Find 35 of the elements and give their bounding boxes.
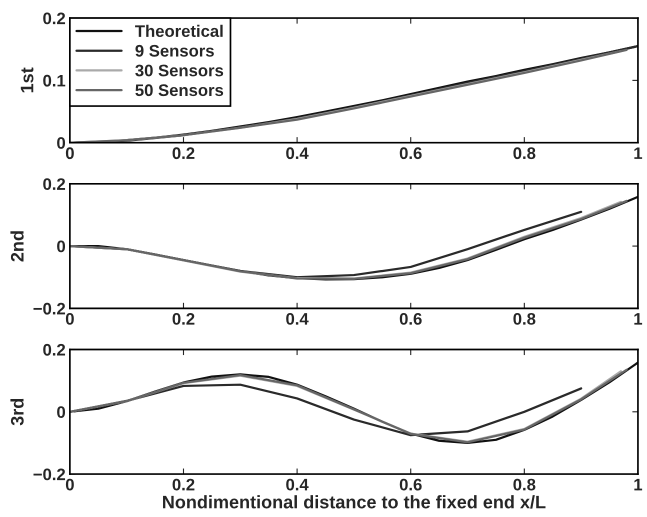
y-tick-label: 0: [57, 137, 66, 149]
x-tick-label: 0: [66, 478, 74, 490]
x-tick-label: 0.2: [172, 478, 194, 490]
x-axis-title: Nondimentional distance to the fixed end x/L: [163, 495, 546, 509]
x-tick-label: 0.6: [400, 478, 422, 490]
y-axis-title: 3rd: [10, 398, 24, 426]
y-tick-label: 0.1: [43, 74, 66, 87]
x-tick-label: 0.8: [513, 147, 536, 160]
x-tick-label: 0: [66, 147, 74, 160]
y-axis-title: 2nd: [10, 231, 24, 262]
x-tick-label: 0.4: [286, 478, 309, 490]
x-tick-label: 0.6: [400, 147, 422, 160]
x-tick-label: 0.2: [172, 312, 194, 325]
legend-label: 9 Sensors: [135, 44, 214, 57]
y-axis-title: 1st: [20, 68, 34, 92]
x-tick-label: 0.4: [286, 147, 309, 160]
legend-label: 30 Sensors: [135, 64, 224, 76]
legend-label: Theoretical: [135, 24, 223, 38]
x-tick-label: 0.6: [400, 312, 422, 325]
x-tick-label: 0.2: [172, 147, 194, 160]
y-tick-label: 0: [57, 406, 66, 418]
y-tick-label: −0.2: [34, 302, 66, 315]
y-tick-label: 0.2: [43, 12, 66, 24]
y-tick-label: −0.2: [34, 468, 66, 480]
x-tick-label: 0.4: [286, 312, 309, 325]
y-tick-label: 0.2: [43, 344, 66, 356]
x-tick-label: 0.8: [513, 312, 536, 325]
x-tick-label: 0.8: [513, 478, 536, 490]
x-tick-label: 1: [634, 313, 642, 325]
x-tick-label: 1: [634, 478, 642, 490]
x-tick-label: 1: [634, 147, 642, 159]
y-tick-label: 0.2: [43, 178, 66, 190]
legend-label: 50 Sensors: [135, 84, 224, 96]
y-tick-label: 0: [57, 240, 66, 252]
x-tick-label: 0: [66, 312, 74, 325]
